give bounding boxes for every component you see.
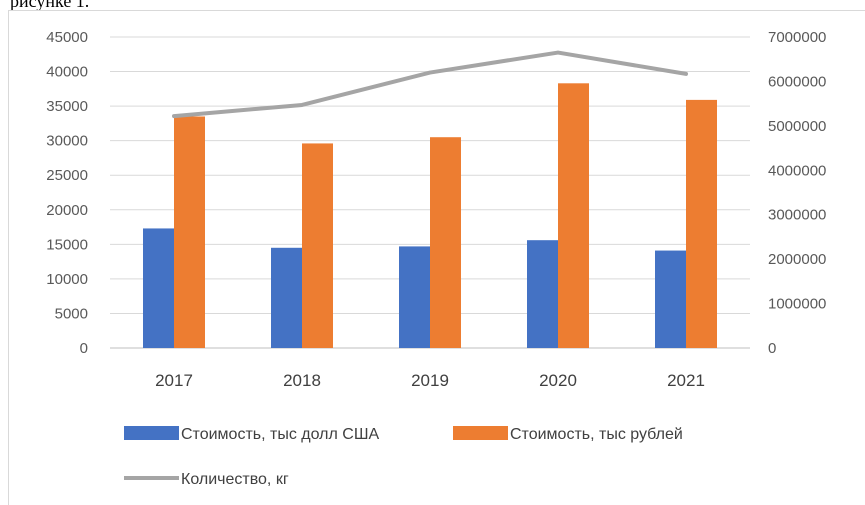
left-tick-label: 30000 (46, 133, 88, 150)
chart-frame (8, 10, 865, 505)
caption-fragment: рисунке 1. (10, 0, 90, 11)
bar-rub (430, 137, 461, 348)
legend-swatch-rub (453, 426, 508, 440)
left-tick-label: 0 (80, 340, 88, 357)
legend-label-quantity: Количество, кг (181, 471, 289, 488)
right-tick-label: 0 (768, 340, 776, 357)
left-axis-ticks: 45000 40000 35000 30000 25000 20000 15000 10000… (46, 29, 88, 357)
left-tick-label: 40000 (46, 64, 88, 81)
x-axis-categories: 2017 2018 2019 2020 2021 (155, 371, 705, 390)
right-tick-label: 3000000 (768, 207, 826, 224)
legend: Стоимость, тыс долл США Стоимость, тыс ру… (124, 426, 683, 488)
right-tick-label: 7000000 (768, 29, 826, 46)
bar-usd (399, 246, 430, 348)
left-tick-label: 20000 (46, 202, 88, 219)
category-label: 2017 (155, 371, 193, 390)
category-label: 2019 (411, 371, 449, 390)
left-tick-label: 35000 (46, 98, 88, 115)
bar-rub (558, 83, 589, 348)
left-tick-label: 25000 (46, 167, 88, 184)
left-tick-label: 10000 (46, 271, 88, 288)
left-tick-label: 5000 (55, 305, 88, 322)
bar-rub (174, 116, 205, 348)
category-label: 2018 (283, 371, 321, 390)
category-label: 2021 (667, 371, 705, 390)
right-tick-label: 5000000 (768, 118, 826, 135)
bar-rub (686, 99, 717, 348)
legend-label-rub: Стоимость, тыс рублей (510, 426, 683, 443)
line-series (172, 50, 688, 119)
right-tick-label: 1000000 (768, 296, 826, 313)
right-tick-label: 6000000 (768, 73, 826, 90)
right-tick-label: 2000000 (768, 251, 826, 268)
category-label: 2020 (539, 371, 577, 390)
bars (143, 83, 717, 348)
bar-usd (655, 250, 686, 348)
bar-usd (271, 247, 302, 348)
left-tick-label: 45000 (46, 29, 88, 46)
bar-rub (302, 143, 333, 348)
right-tick-label: 4000000 (768, 162, 826, 179)
bar-usd (527, 240, 558, 348)
bar-usd (143, 228, 174, 348)
line-quantity (172, 50, 688, 119)
legend-label-usd: Стоимость, тыс долл США (181, 426, 379, 443)
right-axis-ticks: 7000000 6000000 5000000 4000000 3000000 20000… (768, 29, 826, 357)
legend-swatch-usd (124, 426, 179, 440)
left-tick-label: 15000 (46, 236, 88, 253)
